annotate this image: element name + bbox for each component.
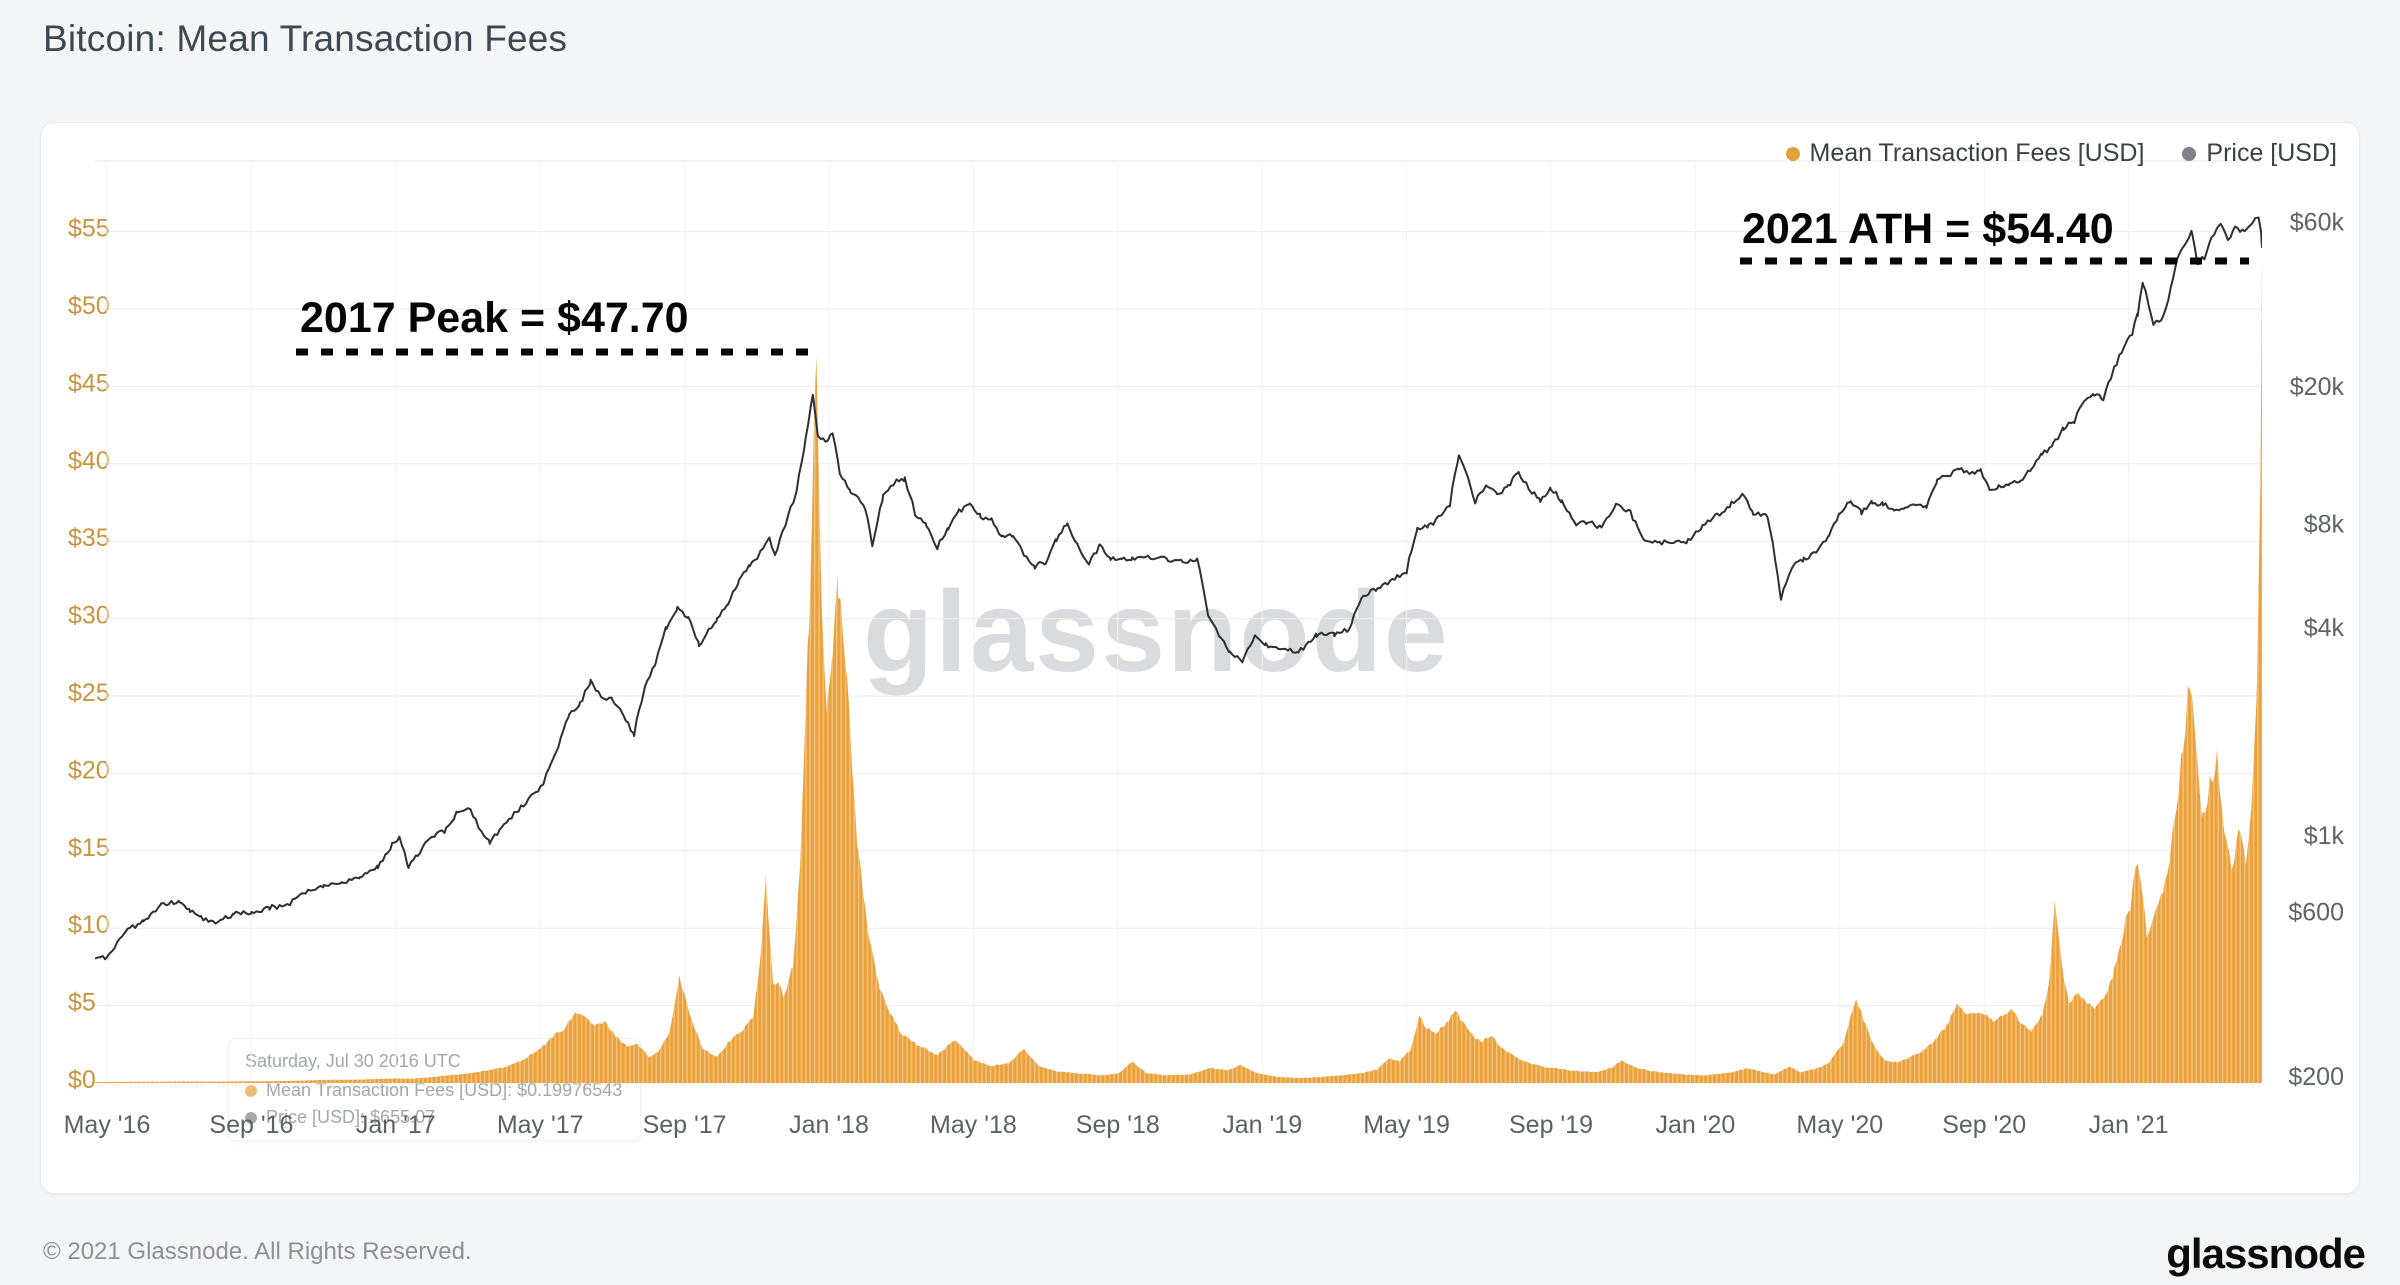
x-axis-tick-label: Jan '19 [1222, 1111, 1302, 1139]
legend-fees-label: Mean Transaction Fees [USD] [1809, 139, 2145, 167]
right-axis-tick-label: $60k [2290, 208, 2345, 236]
price-line-series [95, 216, 2262, 961]
x-axis-tick-label: May '17 [497, 1111, 584, 1139]
annotation-text-2021-ath: 2021 ATH = $54.40 [1742, 205, 2114, 253]
x-axis-tick-label: Sep '20 [1942, 1111, 2026, 1139]
left-axis-tick-label: $0 [68, 1066, 96, 1094]
x-axis-tick-label: Sep '16 [209, 1111, 293, 1139]
chart-legend: Mean Transaction Fees [USD] Price [USD] [1748, 139, 2337, 168]
x-axis-tick-label: Jan '17 [356, 1111, 436, 1139]
left-axis-tick-label: $25 [68, 679, 110, 707]
x-axis-tick-label: May '20 [1796, 1111, 1883, 1139]
left-axis-tick-label: $55 [68, 215, 110, 243]
fees-series-dot-icon [245, 1084, 257, 1097]
x-axis-tick-label: May '18 [930, 1111, 1017, 1139]
copyright-text: © 2021 Glassnode. All Rights Reserved. [43, 1238, 472, 1265]
left-axis-tick-label: $30 [68, 602, 110, 630]
right-axis-tick-label: $4k [2304, 614, 2345, 642]
tooltip-date: Saturday, Jul 30 2016 UTC [245, 1051, 622, 1072]
tooltip-row-fees: Mean Transaction Fees [USD]: $0.19976543 [245, 1080, 622, 1101]
right-axis-tick-label: $20k [2290, 373, 2345, 401]
x-axis-tick-label: Sep '17 [643, 1111, 727, 1139]
left-axis-tick-label: $5 [68, 989, 96, 1017]
legend-price-label: Price [USD] [2206, 139, 2337, 167]
left-axis-tick-label: $50 [68, 292, 110, 320]
left-axis-tick-label: $10 [68, 911, 110, 939]
right-axis-tick-label: $8k [2304, 510, 2345, 538]
x-axis-tick-label: Sep '19 [1509, 1111, 1593, 1139]
x-axis-tick-label: May '16 [64, 1111, 151, 1139]
legend-item-fees[interactable]: Mean Transaction Fees [USD] [1785, 139, 2145, 168]
annotation-text-2017-peak: 2017 Peak = $47.70 [300, 294, 689, 342]
price-legend-dot-icon [2182, 146, 2197, 161]
tooltip-fees-value: $0.19976543 [517, 1080, 623, 1100]
price-series-dot-icon [245, 1111, 257, 1124]
page-title: Bitcoin: Mean Transaction Fees [43, 18, 568, 59]
right-axis-tick-label: $600 [2288, 898, 2344, 926]
glassnode-logo[interactable]: glassnode [2166, 1230, 2366, 1277]
right-axis-tick-label: $200 [2288, 1063, 2344, 1091]
tooltip-price-label: Price [USD]: [266, 1107, 366, 1127]
right-axis-tick-label: $1k [2304, 822, 2345, 850]
left-axis-tick-label: $20 [68, 756, 110, 784]
x-axis-tick-label: May '19 [1363, 1111, 1450, 1139]
glassnode-watermark: glassnode [863, 566, 1450, 698]
left-axis-tick-label: $15 [68, 834, 110, 862]
chart-plot-area[interactable] [95, 160, 2262, 1083]
left-axis-tick-label: $45 [68, 369, 110, 397]
tooltip-row-price: Price [USD]: $655.07 [245, 1107, 622, 1128]
tooltip-fees-label: Mean Transaction Fees [USD]: [266, 1080, 513, 1100]
chart-hover-tooltip: Saturday, Jul 30 2016 UTC Mean Transacti… [228, 1038, 642, 1141]
left-axis-tick-label: $35 [68, 524, 110, 552]
left-axis-tick-label: $40 [68, 447, 110, 475]
x-axis-tick-label: Jan '21 [2089, 1111, 2169, 1139]
x-axis-tick-label: Jan '20 [1655, 1111, 1735, 1139]
x-axis-tick-label: Sep '18 [1076, 1111, 1160, 1139]
legend-item-price[interactable]: Price [USD] [2182, 139, 2337, 168]
tooltip-price-value: $655.07 [370, 1107, 436, 1127]
x-axis-tick-label: Jan '18 [789, 1111, 869, 1139]
fees-legend-dot-icon [1785, 146, 1800, 161]
